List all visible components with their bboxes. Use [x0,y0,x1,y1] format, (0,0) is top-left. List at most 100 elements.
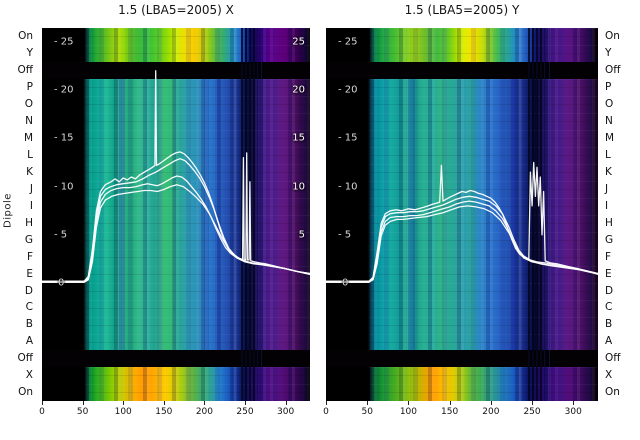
row-label-off: Off [605,352,621,365]
row-label-x: X [25,369,33,382]
row-label-b: B [605,318,613,331]
heatmap-band-bottom-x-on [326,367,598,401]
value-tick-label: - 5 [54,229,68,241]
rfi-line [532,28,535,401]
row-label-a: A [605,335,613,348]
row-label-d: D [605,284,614,297]
x-tick-label: 0 [39,407,45,417]
x-tick-mark [163,401,165,405]
x-tick-label: 0 [323,407,329,417]
heatmap-row-texture [84,28,310,62]
value-tick-label: - 15 [54,132,74,144]
row-label-l: L [27,148,33,161]
row-label-off: Off [17,352,34,365]
x-tick-label: 200 [195,407,214,417]
x-tick-label: 50 [361,407,373,417]
x-tick-mark [490,401,492,405]
heatmap-band-top-on-y [42,28,310,62]
x-tick-mark [367,401,369,405]
row-label-j: J [605,182,609,195]
value-tick-label: - 15 [338,132,358,144]
x-tick-mark [285,401,287,405]
rfi-line [261,28,263,401]
dipole-curve-line-4 [42,184,310,283]
dipole-curve-line-3 [42,175,310,283]
baseline-tick-label: 0 [342,277,349,289]
row-label-h: H [25,216,33,229]
row-label-a: A [25,335,33,348]
heatmap-accent-column [408,78,416,351]
heatmap-column-texture [369,367,598,401]
dipole-curves-overlay [326,161,598,283]
x-tick-mark [82,401,84,405]
heatmap-column-texture [369,28,598,62]
row-label-on: On [18,386,33,399]
x-tick-label: 300 [564,407,582,417]
heatmap-panel-y: - 25 - 20 - 15 - 10 - 5 0 [326,28,598,401]
value-tick-label: - 25 [54,36,74,48]
row-label-b: B [25,318,33,331]
heatmap-band-main-dipoles [42,78,310,351]
row-label-d: D [24,284,33,297]
heatmap-row-texture [369,28,598,62]
value-tick-label: - 5 [338,229,352,241]
panel-x-title: 1.5 (LBA5=2005) X [118,3,234,17]
heatmap-row-texture [84,367,310,401]
heatmap-accent-column [204,78,210,351]
row-label-x: X [605,369,613,382]
row-label-c: C [25,301,33,314]
value-tick-label: - 10 [54,181,74,193]
row-label-p: P [605,81,612,94]
heatmap-accent-column [119,78,126,351]
right-row-labels: On Y Off P O N M L K J I H G F E D C B A Off X On [604,28,638,401]
x-tick-label: 50 [76,407,89,417]
row-label-o: O [24,98,33,111]
row-label-m: M [23,131,33,144]
row-label-n: N [605,114,613,127]
x-tick-label: 150 [441,407,459,417]
heatmap-column-texture [84,78,310,351]
x-tick-label: 100 [399,407,418,417]
heatmap-band-bottom-x-on [42,367,310,401]
row-label-f: F [26,250,33,263]
x-tick-label: 300 [277,407,295,417]
heatmap-accent-column [466,78,477,351]
row-label-off: Off [17,64,34,77]
heatmap-accent-column [511,78,517,351]
value-tick-label: - 20 [54,84,74,96]
row-label-k: K [605,165,612,178]
heatmap-band-top-on-y [326,28,598,62]
row-label-i: I [29,199,33,212]
row-label-e: E [605,267,612,280]
row-label-f: F [605,250,612,263]
x-tick-mark [573,401,575,405]
row-label-g: G [605,233,614,246]
dipole-curve-line-1 [42,70,310,282]
value-tick-label: - 10 [338,181,358,193]
value-tick-label-right: 20 [292,84,305,96]
x-tick-label: 250 [523,407,541,417]
row-label-i: I [605,199,609,212]
row-label-h: H [605,216,613,229]
x-tick-mark [449,401,451,405]
rfi-line [253,28,256,401]
rfi-line [548,28,550,401]
value-tick-label-right: 25 [292,36,305,48]
heatmap-accent-column [216,78,221,351]
dipole-curve-line-3 [326,200,598,283]
x-tick-label: 100 [114,407,132,417]
row-label-e: E [26,267,33,280]
x-tick-mark [123,401,125,405]
row-label-on: On [605,386,620,399]
x-tick-mark [532,401,534,405]
row-label-g: G [24,233,33,246]
x-tick-mark [326,401,327,405]
heatmap-band-off-lower [42,350,310,368]
row-label-on: On [605,30,620,43]
row-label-p: P [26,81,33,94]
x-tick-mark [204,401,206,405]
heatmap-row-texture [369,367,598,401]
row-label-on: On [18,30,33,43]
dipole-curve-line-2 [326,195,598,283]
